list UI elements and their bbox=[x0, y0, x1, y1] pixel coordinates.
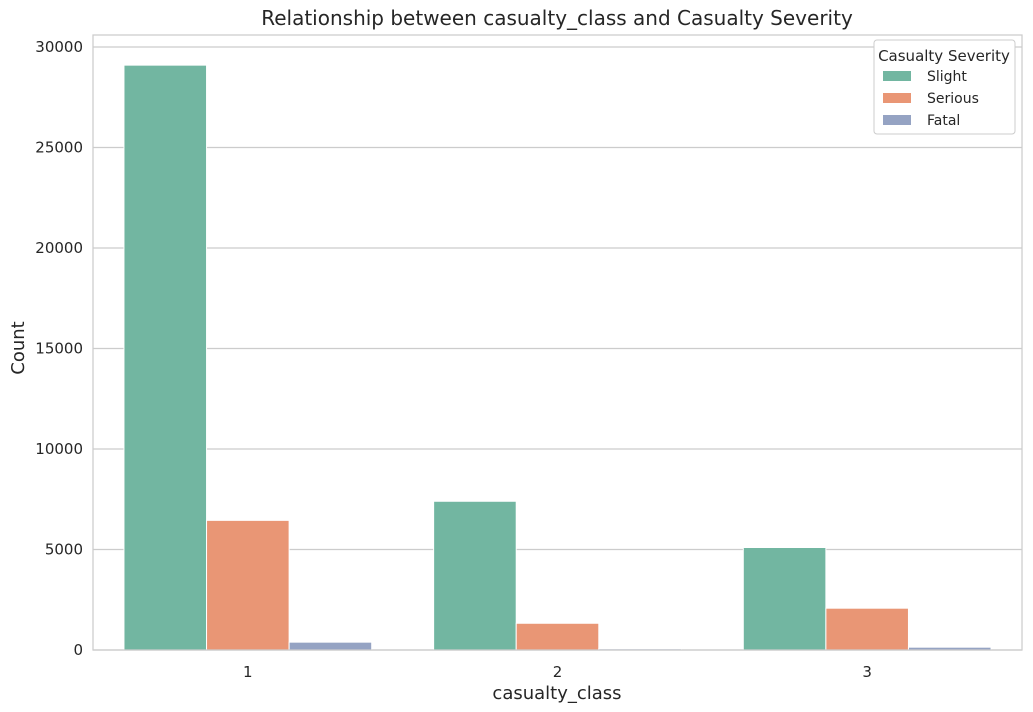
y-tick-label: 15000 bbox=[35, 340, 83, 358]
legend-label-fatal: Fatal bbox=[927, 113, 960, 129]
x-tick-label: 3 bbox=[862, 663, 872, 681]
legend-swatch-slight bbox=[883, 71, 911, 81]
bar-slight-3 bbox=[742, 547, 827, 651]
bar-fatal-1 bbox=[288, 641, 373, 651]
chart-title: Relationship between casualty_class and … bbox=[261, 6, 853, 30]
legend-frame bbox=[873, 39, 1016, 135]
x-tick-label: 1 bbox=[243, 663, 253, 681]
x-axis-label: casualty_class bbox=[492, 683, 621, 704]
y-axis-label: Count bbox=[8, 321, 29, 374]
bar-serious-1 bbox=[206, 519, 290, 651]
y-tick-label: 10000 bbox=[35, 440, 83, 458]
y-tick-label: 25000 bbox=[35, 139, 83, 157]
legend-label-slight: Slight bbox=[927, 69, 967, 85]
bar-serious-2 bbox=[515, 622, 600, 651]
legend-swatch-serious bbox=[883, 93, 911, 103]
legend-title: Casualty Severity bbox=[878, 47, 1010, 65]
x-tick-label: 2 bbox=[553, 663, 563, 681]
y-tick-label: 30000 bbox=[35, 38, 83, 56]
y-tick-label: 20000 bbox=[35, 239, 83, 257]
bar-serious-3 bbox=[825, 607, 909, 651]
legend-label-serious: Serious bbox=[927, 91, 979, 107]
y-tick-labels: 0 5000 10000 15000 20000 25000 30000 bbox=[35, 38, 83, 659]
plot-frame bbox=[92, 34, 1023, 651]
legend: Casualty Severity Slight Serious Fatal bbox=[873, 39, 1016, 135]
bar-slight-1 bbox=[123, 64, 208, 651]
bar-slight-2 bbox=[433, 500, 517, 651]
legend-swatch-fatal bbox=[883, 115, 911, 125]
y-tick-label: 0 bbox=[73, 641, 83, 659]
x-tick-labels: 1 2 3 bbox=[243, 663, 872, 681]
bars bbox=[123, 64, 992, 651]
y-tick-label: 5000 bbox=[45, 541, 83, 559]
